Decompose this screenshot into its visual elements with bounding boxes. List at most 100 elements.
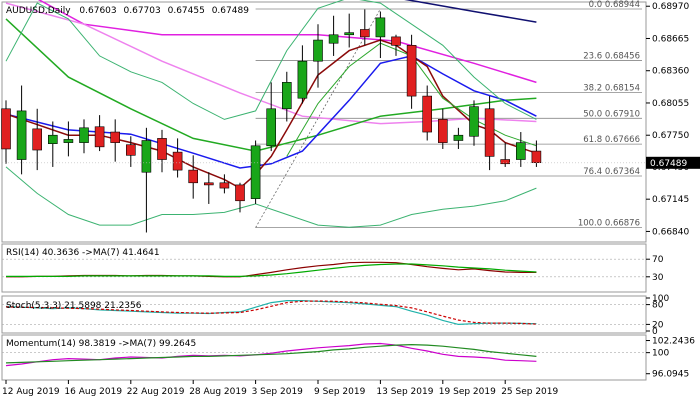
candle [188,155,198,199]
pane-axis-label: 20 [652,320,664,330]
candle [422,85,433,141]
price-chart-title: AUDUSD,Daily 0.67603 0.67703 0.67455 0.6… [6,6,249,16]
indicator-series-line-1 [5,343,537,364]
ohlc-open: 0.67603 [79,6,116,16]
candle [94,115,105,152]
bear-candle-body [359,29,370,38]
bull-candle-body [47,134,58,144]
candle [344,13,355,48]
pane-axis-label: 96.0945 [652,370,689,380]
pane-axis-label: 0 [652,327,658,337]
rsi-axis: 70 30 [646,255,664,283]
bear-candle-body [437,119,448,143]
bear-candle-body [1,108,11,150]
fib-level-label: 38.2 0.68154 [583,84,640,94]
candle [110,119,120,162]
candle [453,127,464,149]
bull-candle-body [344,32,355,36]
bear-candle-body [235,184,245,202]
fib-level-label: 23.6 0.68456 [583,52,640,62]
momentum-axis: 102.2436 100 96.0945 [646,337,695,380]
time-axis-label: 19 Sep 2019 [439,387,496,397]
candle [250,140,261,204]
ohlc-close: 0.67489 [212,6,249,16]
rsi-pane: 70 30 RSI(14) 40.3636 ->MA(7) 41.4641 [1,243,664,293]
candle [281,71,292,122]
candle [406,34,417,109]
price-axis-label: 0.68970 [652,2,689,12]
price-axis-label: 0.68665 [652,34,689,44]
candle [359,9,370,46]
indicator-series-line-1 [6,263,537,277]
rsi-pane-frame [1,243,647,293]
moving-average-line-1 [37,0,537,84]
bull-candle-body [250,145,261,199]
time-axis-label: 13 Sep 2019 [376,387,433,397]
stoch-title: Stoch(5,3,3) 21.5898 21.2356 [6,301,142,311]
bear-candle-body [531,150,542,164]
bear-candle-body [157,138,167,160]
time-axis-label: 16 Aug 2019 [64,387,122,397]
candle [63,121,74,157]
candle [141,127,152,233]
bull-candle-body [16,110,27,160]
bull-candle-body [141,140,152,173]
time-axis: 12 Aug 2019 16 Aug 2019 22 Aug 2019 28 Aug … [2,380,559,397]
candle [484,96,495,171]
bear-candle-body [219,182,230,189]
pane-axis-label: 70 [652,255,664,265]
momentum-pane-frame [1,334,647,381]
bear-candle-body [204,182,214,186]
momentum-title: Momentum(14) 98.3819 ->MA(7) 99.2645 [6,339,196,349]
candle [391,34,401,56]
moving-average-line-8 [5,166,537,228]
momentum-pane: 102.2436 100 96.0945 Momentum(14) 98.3819 … [1,334,695,381]
pane-axis-label: 80 [652,301,664,311]
fib-level-label: 100.0 0.66876 [578,219,640,229]
bear-candle-body [32,128,43,151]
candle [1,100,11,164]
ohlc-low: 0.67455 [168,6,205,16]
current-price-tag: 0.67489 [646,156,700,169]
price-axis-label: 0.67145 [652,195,689,205]
moving-average-line-4 [5,55,537,169]
bull-candle-body [63,139,74,143]
candle [266,82,277,152]
candle [204,172,214,204]
candle [515,132,526,167]
candle [172,138,183,178]
time-axis-label: 25 Sep 2019 [501,387,558,397]
fib-level-label: 50.0 0.67910 [583,109,640,119]
time-axis-label: 12 Aug 2019 [2,387,60,397]
moving-average-line-0 [404,0,537,23]
fibonacci-levels: 0.0 0.68944 23.6 0.68456 38.2 0.68154 50.0 … [255,0,642,229]
ohlc-high: 0.67703 [124,6,161,16]
candlesticks [1,9,542,233]
candle [297,45,308,104]
price-plot-area: 0.0 0.68944 23.6 0.68456 38.2 0.68154 50.0 … [1,0,642,233]
candle [328,15,339,56]
bull-candle-body [453,134,464,141]
bull-candle-body [313,39,323,62]
candle [313,24,323,88]
bear-candle-body [422,95,433,133]
bull-candle-body [79,127,89,143]
bull-candle-body [469,106,479,137]
price-axis-label: 0.68360 [652,67,689,77]
candle [47,121,58,167]
bear-candle-body [391,36,401,46]
time-axis-label: 28 Aug 2019 [189,387,247,397]
candle [219,174,230,194]
fib-level-label: 61.8 0.67666 [583,135,640,145]
bear-candle-body [406,45,417,97]
bear-candle-body [126,144,136,156]
bear-candle-body [500,159,511,165]
bull-candle-body [515,142,526,160]
candle [126,136,136,167]
moving-average-line-7 [5,0,537,120]
momentum-lines [2,342,646,367]
time-axis-label: 3 Sep 2019 [252,387,304,397]
bear-candle-body [188,169,198,184]
stoch-pane-frame [1,295,647,334]
